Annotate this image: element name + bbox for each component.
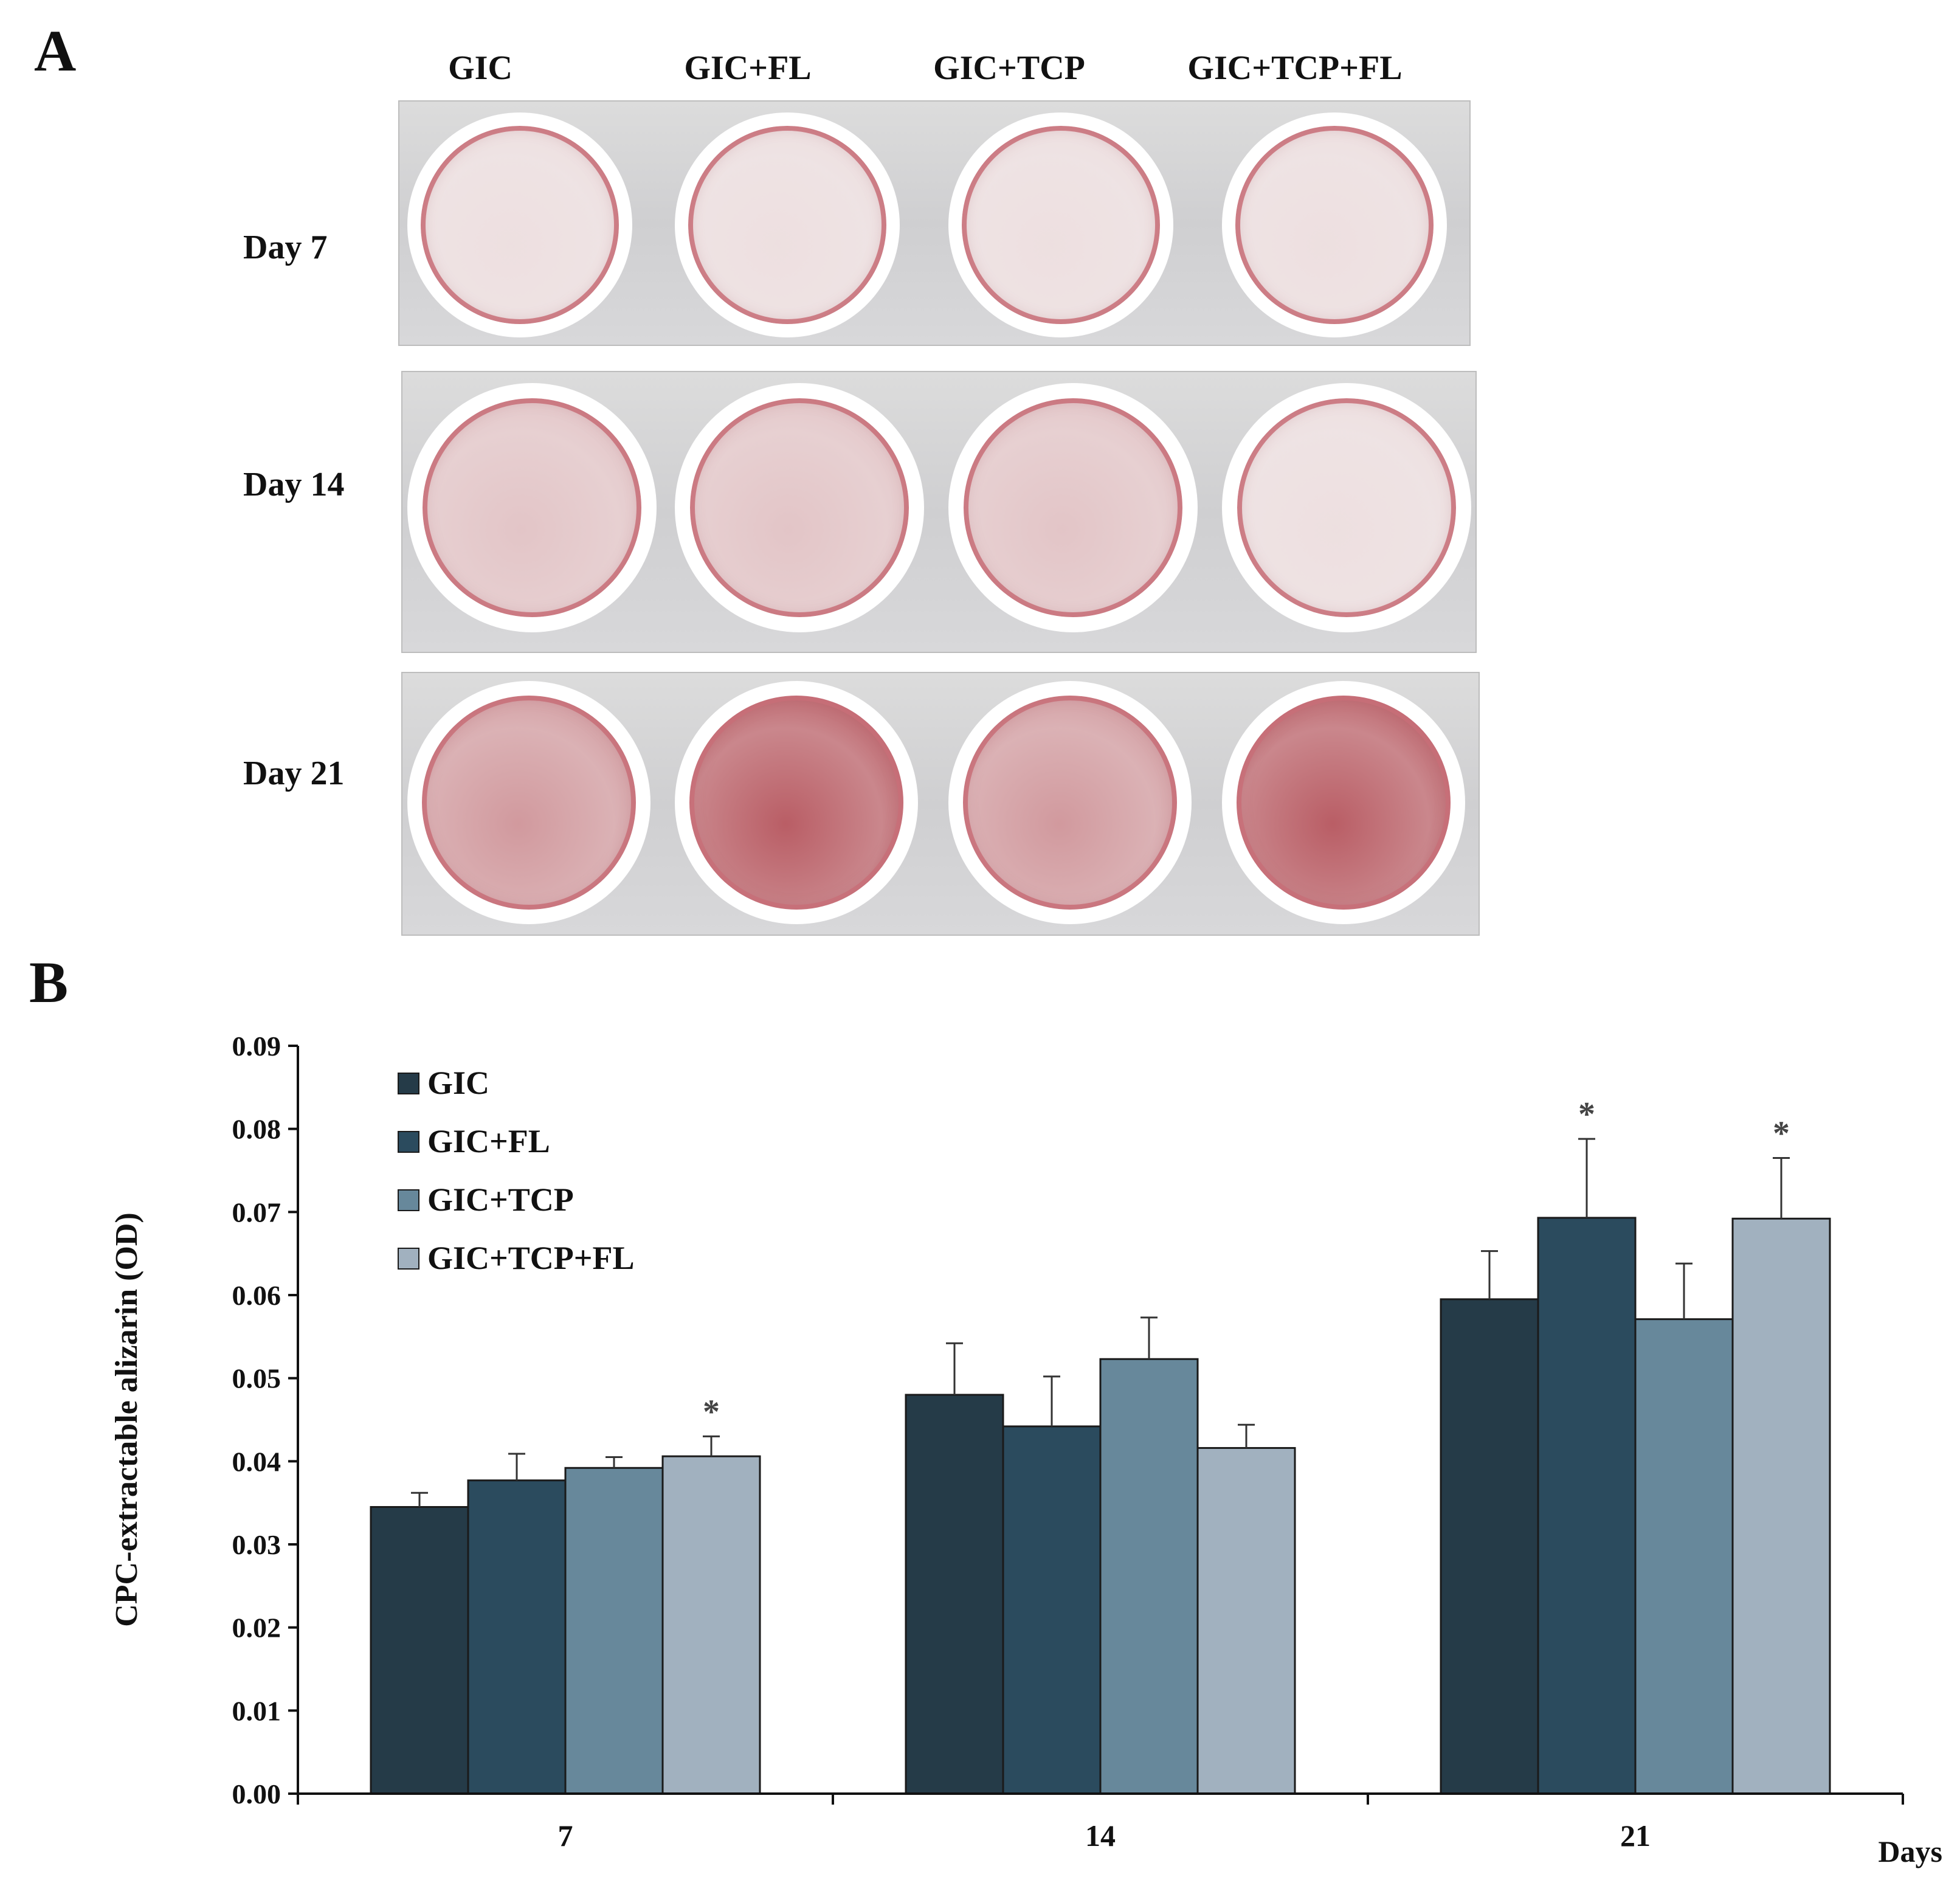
x-tick-label: 14 — [1085, 1819, 1116, 1853]
x-tick-label: 21 — [1620, 1819, 1651, 1853]
bar-gic-fl-day-14 — [1002, 1425, 1102, 1795]
well-stain — [962, 126, 1160, 324]
y-axis-title: CPC-extractable alizarin (OD) — [109, 1212, 144, 1627]
well-stain — [421, 126, 619, 324]
legend-label: GIC+TCP+FL — [427, 1240, 635, 1276]
legend-label: GIC+TCP — [427, 1181, 574, 1218]
row-label-day-14: Day 14 — [243, 466, 345, 503]
bar-gic-tcp-day-21 — [1634, 1318, 1734, 1795]
row-label-day-21: Day 21 — [243, 755, 345, 792]
row-label-day-7: Day 7 — [243, 229, 328, 266]
bar-gic-tcp-day-7 — [564, 1467, 664, 1795]
well-stain — [964, 398, 1182, 617]
y-tick-label: 0.09 — [232, 1031, 281, 1062]
significance-marker: * — [1773, 1115, 1790, 1153]
column-label-gic-tcp-fl: GIC+TCP+FL — [1187, 49, 1403, 87]
well-stain — [1237, 696, 1451, 910]
y-tick-label: 0.01 — [232, 1695, 281, 1726]
well-stain — [422, 696, 636, 910]
bar-gic-day-21 — [1440, 1298, 1539, 1795]
well-r1-c1 — [407, 112, 632, 337]
bar-gic-tcp-fl-day-21 — [1731, 1217, 1831, 1795]
legend-swatch — [398, 1131, 419, 1153]
well-r1-c3 — [948, 112, 1173, 337]
well-stain — [690, 398, 909, 617]
bar-gic-day-14 — [905, 1394, 1004, 1795]
legend-swatch — [398, 1073, 419, 1094]
column-label-gic: GIC — [448, 49, 512, 87]
x-tick-label: 7 — [558, 1819, 573, 1853]
well-r1-c2 — [675, 112, 900, 337]
y-tick-label: 0.06 — [232, 1280, 281, 1311]
well-r1-c4 — [1222, 112, 1447, 337]
bar-gic-tcp-fl-day-7 — [661, 1455, 761, 1795]
legend-swatch — [398, 1189, 419, 1211]
bar-gic-tcp-fl-day-14 — [1196, 1446, 1296, 1795]
bar-gic-day-7 — [370, 1506, 469, 1795]
y-tick-label: 0.00 — [232, 1778, 281, 1809]
legend-label: GIC+FL — [427, 1123, 550, 1159]
well-stain — [423, 398, 641, 617]
bar-gic-tcp-day-14 — [1099, 1358, 1199, 1795]
well-stain — [688, 126, 886, 324]
y-axis-ticks: 0.00 0.01 0.02 0.03 0.04 0.05 0.06 0.07 0.08 0.09 — [232, 1031, 298, 1809]
y-tick-label: 0.02 — [232, 1612, 281, 1643]
well-r2-c4 — [1222, 383, 1471, 632]
legend-label: GIC — [427, 1065, 489, 1101]
well-r3-c4 — [1222, 681, 1465, 924]
significance-marker: * — [703, 1393, 720, 1431]
column-label-gic-tcp: GIC+TCP — [933, 49, 1085, 87]
legend: GIC GIC+FL GIC+TCP GIC+TCP+FL — [398, 1065, 635, 1276]
well-r2-c2 — [675, 383, 924, 632]
legend-swatch — [398, 1248, 419, 1270]
bar-gic-fl-day-21 — [1537, 1217, 1637, 1795]
panel-a-letter: A — [34, 18, 77, 83]
well-r3-c3 — [948, 681, 1192, 924]
bars-layer: * 7 14 * * 21 — [297, 1096, 1904, 1853]
bar-gic-fl-day-7 — [467, 1479, 567, 1795]
y-tick-label: 0.08 — [232, 1114, 281, 1145]
significance-marker: * — [1578, 1096, 1595, 1133]
well-r2-c3 — [948, 383, 1198, 632]
panel-b-letter: B — [29, 950, 69, 1015]
well-stain — [1237, 398, 1456, 617]
y-tick-label: 0.05 — [232, 1363, 281, 1394]
y-tick-label: 0.03 — [232, 1529, 281, 1560]
x-axis-title: Days — [1878, 1834, 1942, 1868]
y-tick-label: 0.04 — [232, 1446, 281, 1477]
well-stain — [689, 696, 903, 910]
well-stain — [963, 696, 1177, 910]
column-label-gic-fl: GIC+FL — [684, 49, 812, 87]
well-r2-c1 — [407, 383, 657, 632]
well-r3-c2 — [675, 681, 918, 924]
well-r3-c1 — [407, 681, 650, 924]
well-stain — [1235, 126, 1434, 324]
y-tick-label: 0.07 — [232, 1197, 281, 1228]
